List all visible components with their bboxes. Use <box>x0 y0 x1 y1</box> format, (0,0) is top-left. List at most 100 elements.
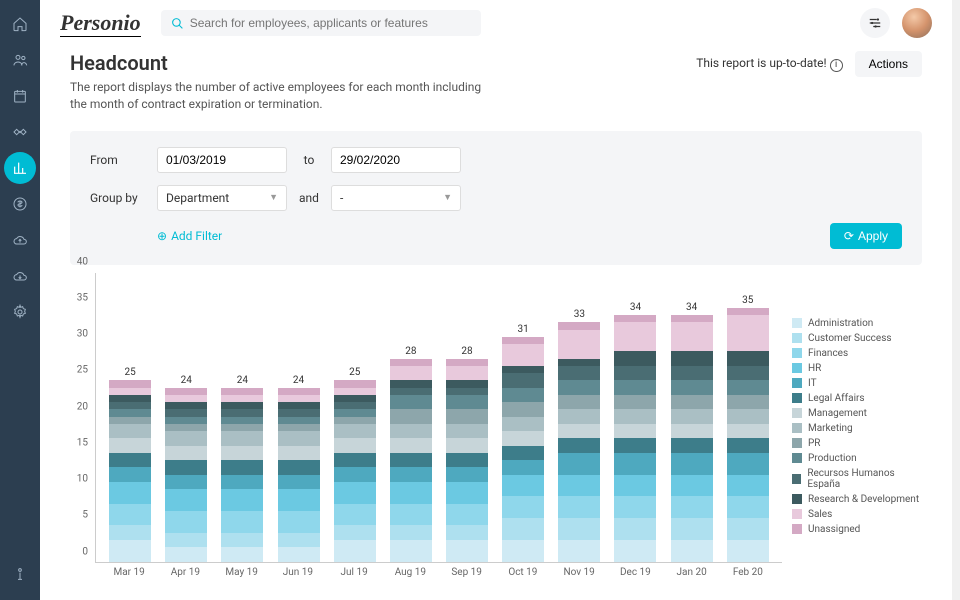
legend-item[interactable]: Sales <box>792 509 922 520</box>
bar-segment <box>446 438 488 453</box>
legend-item[interactable]: Unassigned <box>792 524 922 535</box>
bar-column[interactable]: 25 <box>109 367 151 561</box>
headcount-chart: 0510152025303540 25242424252828313334343… <box>70 273 782 583</box>
bar-segment <box>109 424 151 439</box>
bar-segment <box>558 395 600 410</box>
page-subtitle: The report displays the number of active… <box>70 79 490 113</box>
bar-column[interactable]: 34 <box>671 302 713 562</box>
bar-column[interactable]: 28 <box>446 346 488 562</box>
bar-segment <box>109 395 151 402</box>
bar-column[interactable]: 31 <box>502 324 544 562</box>
x-axis-label: May 19 <box>221 563 263 583</box>
info-icon[interactable]: i <box>830 59 843 72</box>
bar-segment <box>278 475 320 490</box>
bar-segment <box>614 496 656 518</box>
legend-item[interactable]: Legal Affairs <box>792 393 922 404</box>
bar-segment <box>727 518 769 540</box>
add-filter-link[interactable]: ⊕ Add Filter <box>157 229 222 243</box>
group-by-secondary-select[interactable]: -▼ <box>331 185 461 211</box>
bar-column[interactable]: 35 <box>727 295 769 562</box>
bar-segment <box>671 366 713 381</box>
nav-calendar-icon[interactable] <box>4 80 36 112</box>
nav-finance-icon[interactable] <box>4 188 36 220</box>
y-tick: 15 <box>77 437 88 448</box>
nav-handshake-icon[interactable] <box>4 116 36 148</box>
bar-segment <box>278 402 320 409</box>
bar-column[interactable]: 25 <box>334 367 376 561</box>
search-box[interactable] <box>161 10 481 36</box>
bar-column[interactable]: 28 <box>390 346 432 562</box>
nav-cloud-down-icon[interactable] <box>4 260 36 292</box>
scrollbar[interactable] <box>952 0 960 600</box>
bar-segment <box>671 424 713 439</box>
legend-swatch <box>792 363 802 373</box>
avatar[interactable] <box>902 8 932 38</box>
group-by-select[interactable]: Department▼ <box>157 185 287 211</box>
bar-segment <box>502 344 544 366</box>
filter-toggle-button[interactable] <box>860 8 890 38</box>
chevron-down-icon: ▼ <box>269 192 278 203</box>
bar-column[interactable]: 24 <box>165 375 207 562</box>
legend-item[interactable]: Production <box>792 453 922 464</box>
legend-item[interactable]: Finances <box>792 348 922 359</box>
bar-segment <box>671 453 713 475</box>
y-tick: 20 <box>77 401 88 412</box>
apply-button[interactable]: ⟳ Apply <box>830 223 902 249</box>
actions-button[interactable]: Actions <box>855 51 922 77</box>
bar-segment <box>671 518 713 540</box>
bar-segment <box>334 438 376 453</box>
bar-segment <box>727 351 769 366</box>
legend-item[interactable]: Research & Development <box>792 494 922 505</box>
legend-item[interactable]: HR <box>792 363 922 374</box>
legend-label: Management <box>808 408 867 419</box>
legend-item[interactable]: IT <box>792 378 922 389</box>
bar-segment <box>671 438 713 453</box>
bar-segment <box>671 409 713 424</box>
bar-column[interactable]: 24 <box>278 375 320 562</box>
search-input[interactable] <box>190 16 471 30</box>
to-date-input[interactable] <box>331 147 461 173</box>
nav-settings-icon[interactable] <box>4 296 36 328</box>
legend-item[interactable]: Administration <box>792 318 922 329</box>
nav-people-icon[interactable] <box>4 44 36 76</box>
bar-segment <box>558 409 600 424</box>
filters-panel: From to Group by Department▼ and -▼ ⊕ Ad… <box>70 131 922 265</box>
bar-segment <box>165 446 207 461</box>
legend-item[interactable]: Recursos Humanos España <box>792 468 922 490</box>
bar-segment <box>446 359 488 366</box>
nav-info-icon[interactable] <box>4 558 36 590</box>
legend-label: IT <box>808 378 817 389</box>
from-date-input[interactable] <box>157 147 287 173</box>
nav-cloud-up-icon[interactable] <box>4 224 36 256</box>
x-axis-label: Jan 20 <box>671 563 713 583</box>
bar-segment <box>614 518 656 540</box>
bar-segment <box>502 373 544 388</box>
bar-segment <box>727 366 769 381</box>
bar-column[interactable]: 33 <box>558 309 600 561</box>
bar-segment <box>727 424 769 439</box>
legend-item[interactable]: Customer Success <box>792 333 922 344</box>
legend-item[interactable]: Management <box>792 408 922 419</box>
legend-label: HR <box>808 363 821 374</box>
legend-item[interactable]: PR <box>792 438 922 449</box>
bar-segment <box>727 475 769 497</box>
bar-segment <box>334 424 376 439</box>
nav-home-icon[interactable] <box>4 8 36 40</box>
bar-segment <box>502 402 544 417</box>
bar-segment <box>614 366 656 381</box>
bar-segment <box>558 359 600 366</box>
x-axis-label: Feb 20 <box>727 563 769 583</box>
bar-segment <box>165 475 207 490</box>
bar-segment <box>390 453 432 468</box>
bar-segment <box>390 438 432 453</box>
nav-chart-icon[interactable] <box>4 152 36 184</box>
legend-item[interactable]: Marketing <box>792 423 922 434</box>
bar-segment <box>614 351 656 366</box>
main-area: Personio Headcount The report displays t… <box>40 0 952 600</box>
bar-segment <box>502 460 544 475</box>
bar-segment <box>558 496 600 518</box>
bar-segment <box>614 395 656 410</box>
bar-column[interactable]: 24 <box>221 375 263 562</box>
bar-column[interactable]: 34 <box>614 302 656 562</box>
bar-segment <box>558 366 600 381</box>
